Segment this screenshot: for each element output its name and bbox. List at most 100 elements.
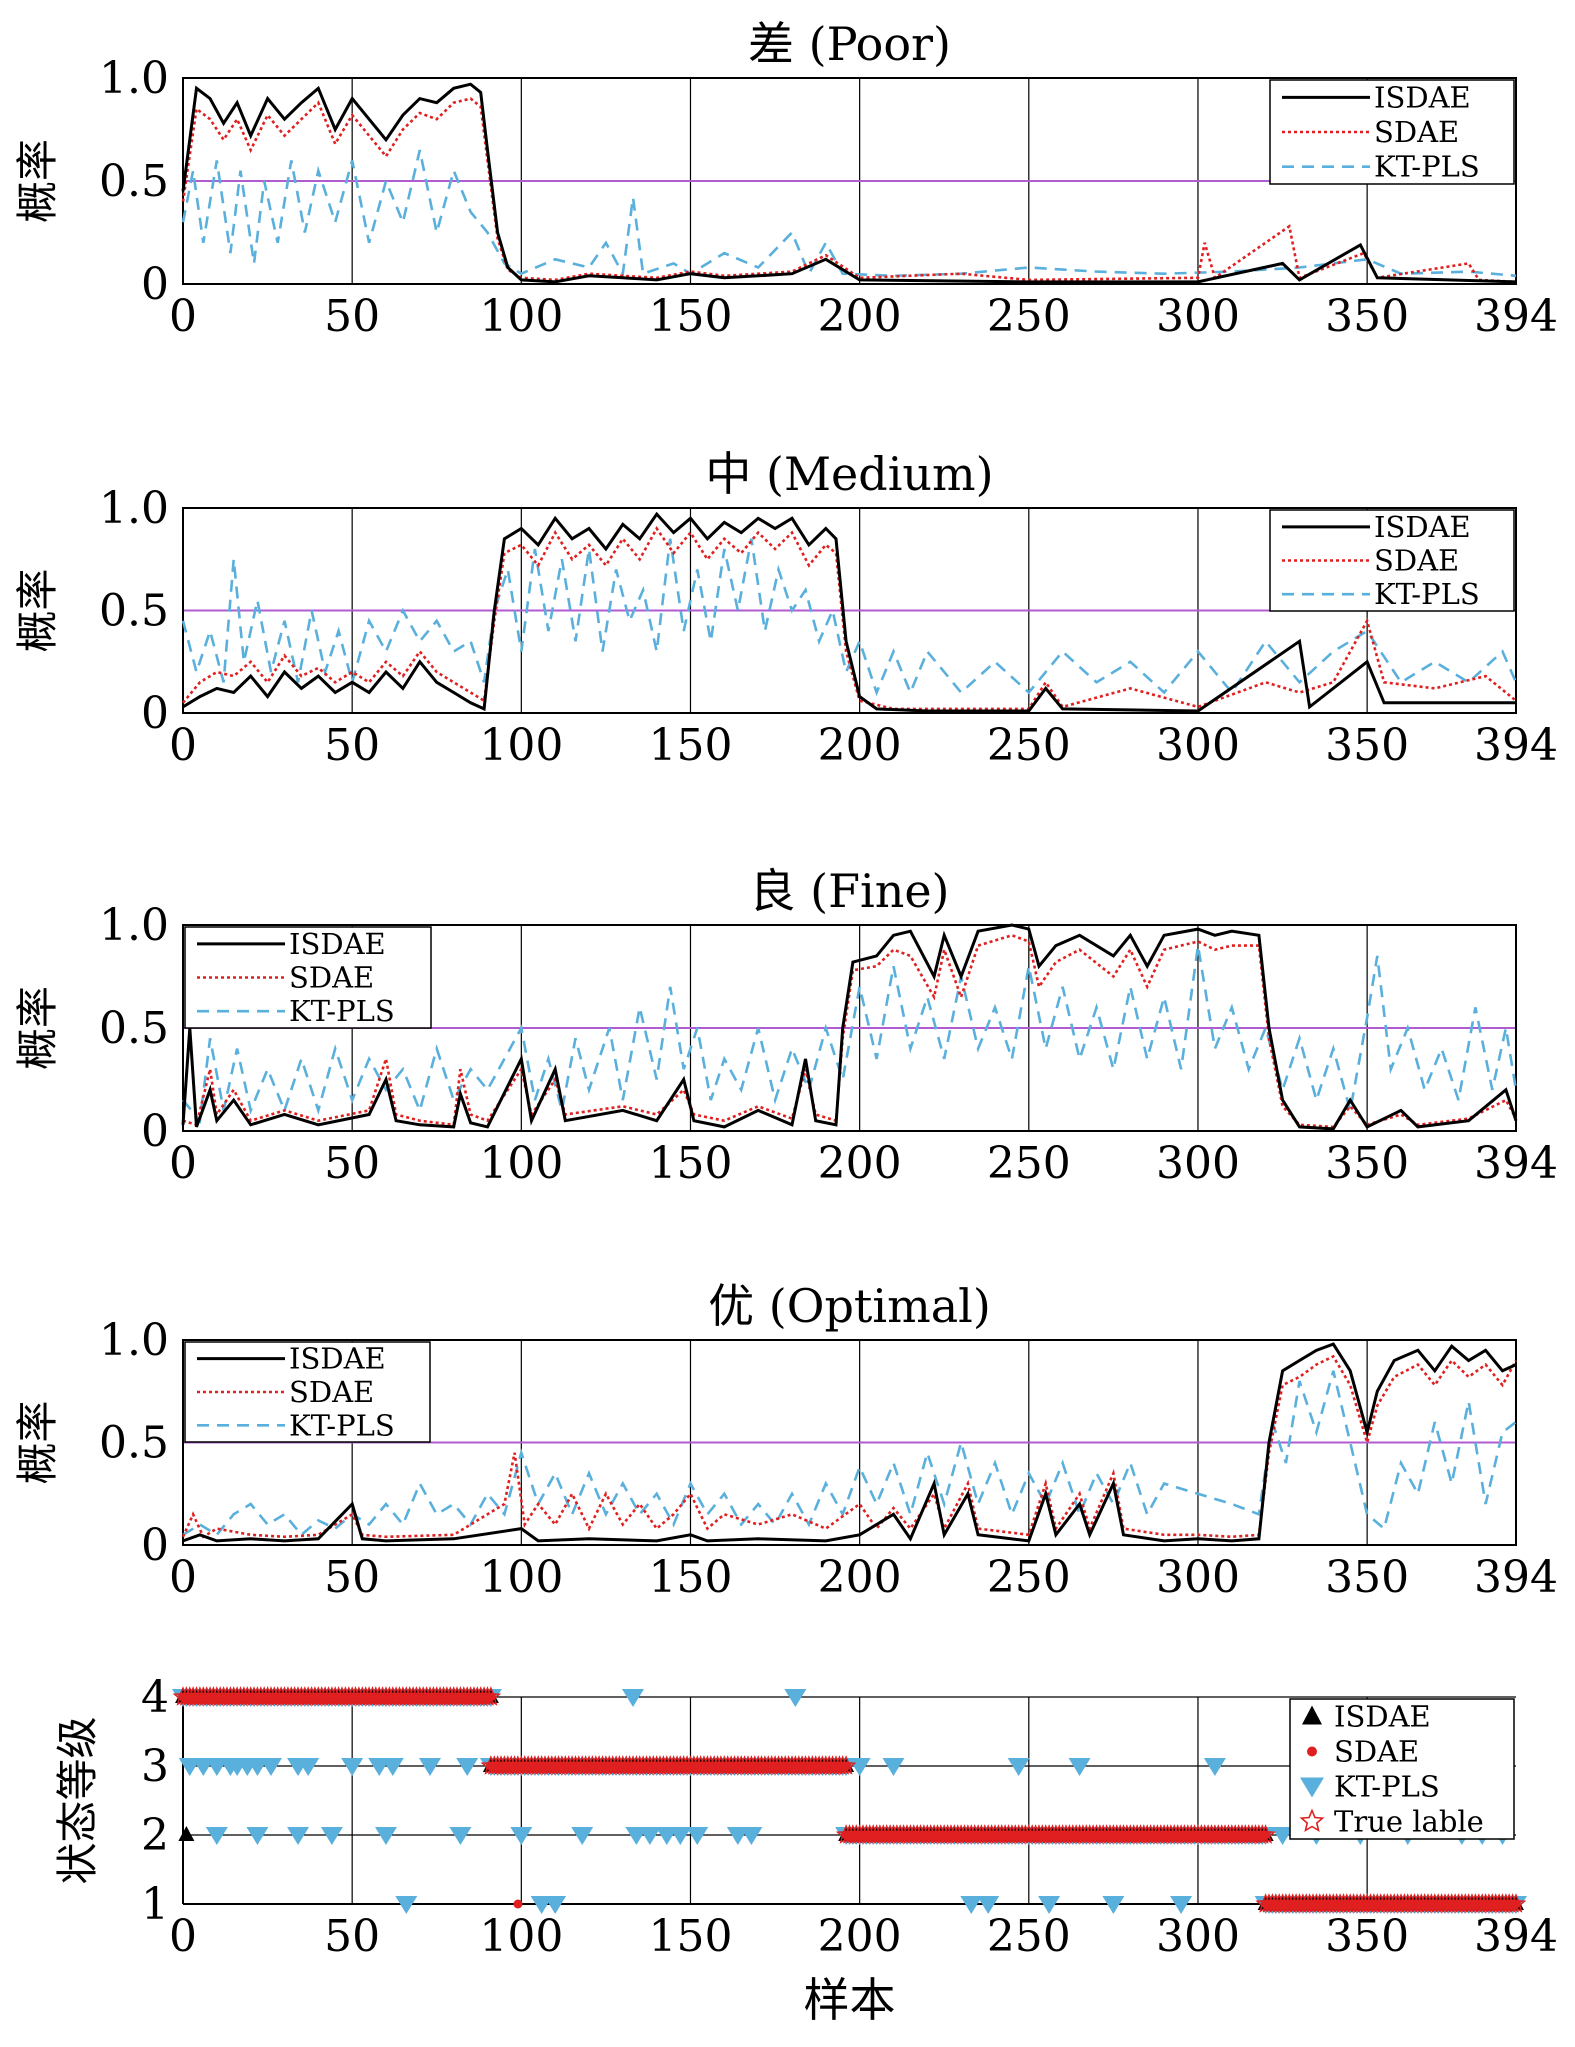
marker-kt-pls — [784, 1689, 807, 1707]
legend-label: ISDAE — [289, 1342, 386, 1376]
panel-poor: 差 (Poor) 0 50 100 150 200 250 300 350 394 0 0.5 1.0 概… — [13, 17, 1558, 342]
x-tick-label: 394 — [1474, 720, 1558, 771]
y-tick-label: 1.0 — [99, 53, 169, 104]
x-tick-label: 50 — [324, 291, 380, 342]
marker-kt-pls — [381, 1758, 404, 1776]
x-tick-label: 150 — [648, 1138, 732, 1189]
marker-kt-pls — [259, 1758, 282, 1776]
y-tick-label: 2 — [141, 1810, 169, 1861]
legend-label: ISDAE — [1374, 80, 1471, 114]
marker-kt-pls — [205, 1827, 228, 1845]
legend-swatch-kt-pls — [1300, 1777, 1324, 1798]
legend-marker — [1307, 1746, 1317, 1757]
legend-label: KT-PLS — [1334, 1770, 1440, 1804]
marker-kt-pls — [395, 1896, 418, 1914]
x-tick-label: 300 — [1156, 720, 1240, 771]
y-tick-label: 0 — [141, 259, 169, 310]
x-tick-label: 50 — [324, 1552, 380, 1603]
x-tick-label: 0 — [169, 720, 197, 771]
y-tick-label: 3 — [141, 1741, 169, 1792]
legend-swatch-sdae — [1307, 1746, 1317, 1757]
panel-optimal: 优 (Optimal) 0 50 100 150 200 250 300 350 394 0 0.5 1… — [13, 1279, 1558, 1603]
y-axis-label: 状态等级 — [53, 1716, 102, 1884]
panel-medium: 中 (Medium) 0 50 100 150 200 250 300 350 394 0 0.5 1.… — [13, 447, 1558, 771]
x-tick-label: 394 — [1474, 1138, 1558, 1189]
marker-kt-pls — [246, 1827, 269, 1845]
y-axis-label: 概率 — [13, 986, 62, 1070]
x-tick-label: 250 — [987, 291, 1071, 342]
x-tick-label: 100 — [479, 291, 563, 342]
marker-kt-pls — [740, 1827, 763, 1845]
legend-label: ISDAE — [1334, 1700, 1431, 1734]
marker-kt-pls — [341, 1758, 364, 1776]
marker-kt-pls — [1102, 1896, 1125, 1914]
y-axis-label: 概率 — [13, 139, 62, 223]
x-tick-label: 300 — [1156, 291, 1240, 342]
marker-kt-pls — [882, 1758, 905, 1776]
marker-kt-pls — [621, 1689, 644, 1707]
legend-label: SDAE — [289, 1375, 374, 1409]
x-tick-label: 100 — [479, 720, 563, 771]
marker-kt-pls — [686, 1827, 709, 1845]
marker-kt-pls — [449, 1827, 472, 1845]
y-tick-label: 0 — [141, 1520, 169, 1571]
marker-kt-pls — [287, 1827, 310, 1845]
y-tick-label: 0.5 — [99, 1003, 169, 1054]
y-tick-label: 4 — [141, 1672, 169, 1723]
y-axis-label: 概率 — [13, 1400, 62, 1484]
series-true-lable — [172, 1686, 1527, 1913]
x-tick-label: 50 — [324, 1911, 380, 1962]
legend-label: True lable — [1334, 1805, 1484, 1839]
marker-true-lable — [1255, 1824, 1276, 1844]
x-tick-label: 250 — [987, 1552, 1071, 1603]
x-tick-label: 350 — [1325, 1138, 1409, 1189]
axes-box — [182, 507, 1517, 714]
series-line-kt-pls — [181, 538, 1518, 697]
x-tick-label: 50 — [324, 720, 380, 771]
series-line-kt-pls — [182, 1370, 1517, 1537]
axes-box — [182, 924, 1517, 1132]
x-tick-label: 200 — [818, 1911, 902, 1962]
x-tick-label: 300 — [1156, 1911, 1240, 1962]
series-line-sdae — [181, 1354, 1518, 1539]
y-tick-label: 1.0 — [99, 900, 169, 951]
y-tick-label: 0.5 — [99, 156, 169, 207]
x-tick-label: 150 — [648, 1911, 732, 1962]
series-line-isdae — [182, 511, 1516, 713]
y-tick-label: 1 — [141, 1879, 169, 1930]
series-line-isdae — [182, 1342, 1517, 1543]
x-tick-label: 394 — [1474, 1552, 1558, 1603]
series-line-sdae — [181, 526, 1517, 711]
x-tick-label: 200 — [818, 291, 902, 342]
legend-label: KT-PLS — [289, 1408, 395, 1442]
legend-marker — [1299, 1808, 1325, 1833]
x-tick-label: 250 — [987, 1138, 1071, 1189]
x-tick-label: 150 — [648, 1552, 732, 1603]
x-tick-label: 150 — [648, 291, 732, 342]
marker-kt-pls — [544, 1896, 567, 1914]
x-tick-label: 0 — [169, 291, 197, 342]
legend-label: SDAE — [1374, 115, 1459, 149]
x-tick-label: 300 — [1156, 1138, 1240, 1189]
marker-kt-pls — [1170, 1896, 1193, 1914]
x-tick-label: 0 — [169, 1552, 197, 1603]
series-line-isdae — [181, 923, 1518, 1131]
chart-title: 差 (Poor) — [748, 17, 951, 71]
marker-kt-pls — [418, 1758, 441, 1776]
marker-kt-pls — [456, 1758, 479, 1776]
marker-sdae — [513, 1899, 523, 1909]
marker-true-lable — [480, 1686, 502, 1706]
x-tick-label: 200 — [818, 1138, 902, 1189]
marker-kt-pls — [297, 1758, 320, 1776]
y-tick-label: 0.5 — [99, 586, 169, 637]
x-tick-label: 394 — [1474, 1911, 1558, 1962]
marker-kt-pls — [977, 1896, 1000, 1914]
legend-marker — [1300, 1777, 1324, 1798]
series-line-kt-pls — [181, 945, 1518, 1124]
marker-true-lable — [835, 1755, 857, 1775]
marker-kt-pls — [374, 1827, 397, 1845]
x-tick-label: 300 — [1156, 1552, 1240, 1603]
